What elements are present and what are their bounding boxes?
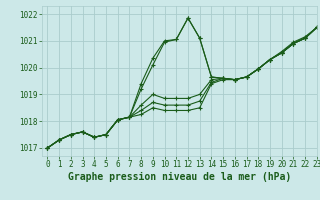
X-axis label: Graphe pression niveau de la mer (hPa): Graphe pression niveau de la mer (hPa): [68, 172, 291, 182]
